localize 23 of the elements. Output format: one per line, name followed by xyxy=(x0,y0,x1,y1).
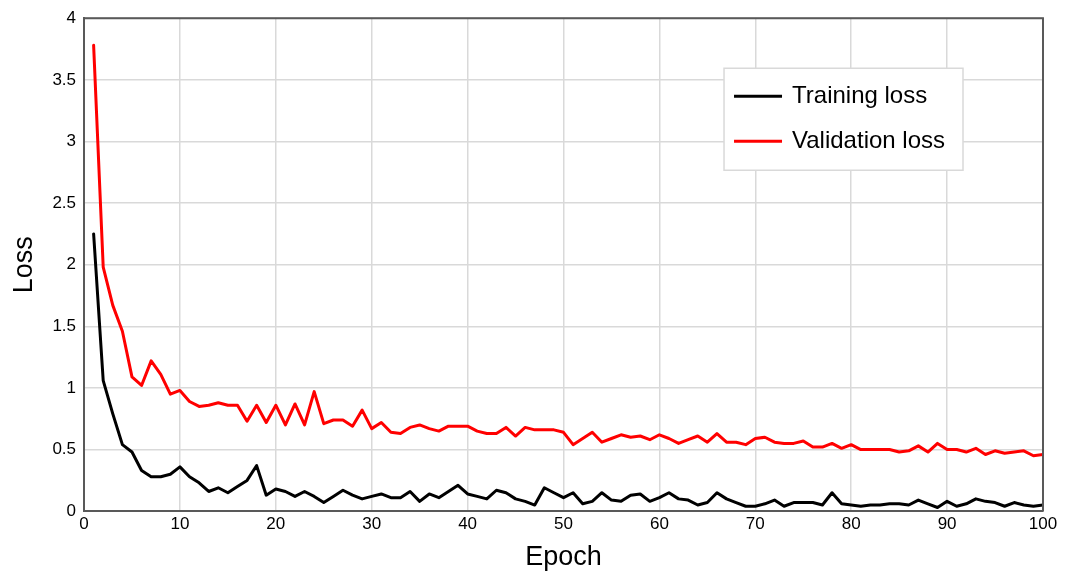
y-tick-label: 2.5 xyxy=(52,192,77,212)
x-axis-title: Epoch xyxy=(525,541,602,572)
y-tick-label: 1 xyxy=(66,377,77,397)
y-tick-label: 3 xyxy=(66,131,77,151)
x-tick-label: 80 xyxy=(841,514,861,534)
x-tick-label: 100 xyxy=(1028,514,1058,534)
y-tick-label: 0.5 xyxy=(52,439,77,459)
y-tick-label: 4 xyxy=(66,7,77,27)
y-tick-label: 0 xyxy=(66,500,77,520)
y-tick-label: 1.5 xyxy=(52,316,77,336)
x-tick-label: 70 xyxy=(745,514,765,534)
y-tick-label: 2 xyxy=(66,254,77,274)
x-tick-label: 40 xyxy=(458,514,478,534)
legend-label: Training loss xyxy=(792,80,928,108)
x-tick-label: 20 xyxy=(266,514,286,534)
y-axis-title: Loss xyxy=(7,236,38,294)
legend-label: Validation loss xyxy=(792,125,946,153)
x-tick-label: 90 xyxy=(937,514,957,534)
x-tick-label: 30 xyxy=(362,514,382,534)
x-tick-label: 50 xyxy=(554,514,573,534)
x-tick-label: 60 xyxy=(649,514,669,534)
x-tick-label: 10 xyxy=(170,514,190,534)
y-tick-label: 3.5 xyxy=(52,69,77,89)
